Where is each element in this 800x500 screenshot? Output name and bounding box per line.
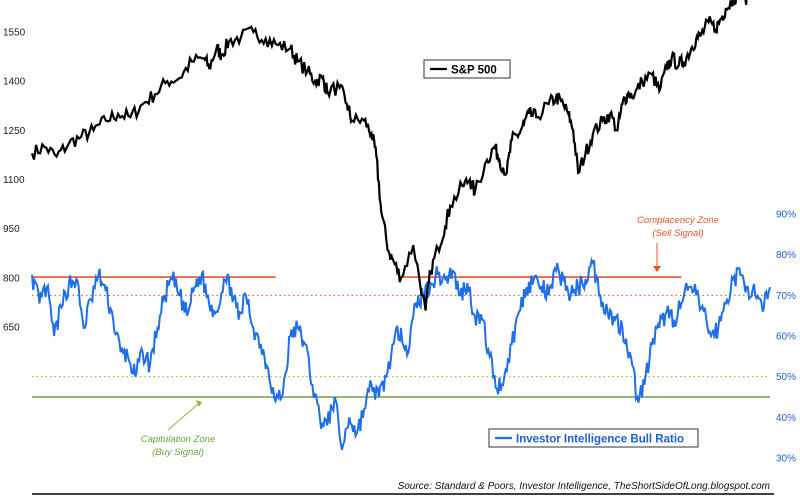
left-tick-label: 1100 — [3, 175, 25, 186]
left-tick-label: 800 — [3, 273, 20, 284]
complacency-subtitle: (Sell Signal) — [652, 228, 703, 239]
legend-sp500-label: S&P 500 — [451, 65, 497, 77]
right-tick-label: 90% — [776, 210, 796, 221]
right-tick-label: 80% — [776, 250, 796, 261]
right-tick-label: 60% — [776, 332, 796, 343]
complacency-arrowhead — [653, 266, 661, 272]
right-tick-label: 50% — [776, 372, 796, 383]
left-tick-label: 650 — [3, 323, 20, 334]
annotation-capitulation: Capitulation Zone (Buy Signal) — [141, 400, 215, 458]
left-tick-label: 1550 — [3, 28, 26, 39]
annotation-complacency: Complacency Zone (Sell Signal) — [637, 215, 719, 272]
capitulation-arrowhead — [196, 400, 202, 407]
right-axis: 30% 40% 50% 60% 70% 80% 90% — [776, 210, 796, 465]
capitulation-title: Capitulation Zone — [141, 434, 215, 445]
sp500-line — [30, 0, 748, 311]
left-tick-label: 1400 — [3, 77, 26, 88]
right-tick-label: 70% — [776, 291, 796, 302]
right-tick-label: 40% — [776, 413, 796, 424]
legend-sp500: S&P 500 — [423, 59, 511, 79]
capitulation-subtitle: (Buy Signal) — [152, 447, 204, 458]
right-tick-label: 30% — [776, 454, 796, 465]
left-tick-label: 1250 — [3, 126, 26, 137]
left-tick-label: 950 — [3, 224, 20, 235]
legend-bull-ratio-label: Investor Intelligence Bull Ratio — [516, 434, 684, 446]
capitulation-arrow — [167, 403, 199, 431]
source-note: Source: Standard & Poors, Investor Intel… — [398, 481, 770, 492]
legend-bull-ratio: Investor Intelligence Bull Ratio — [488, 428, 699, 448]
left-axis: 650 800 950 1100 1250 1400 1550 — [3, 28, 26, 334]
bull-ratio-line — [31, 256, 771, 451]
complacency-title: Complacency Zone — [637, 215, 719, 226]
